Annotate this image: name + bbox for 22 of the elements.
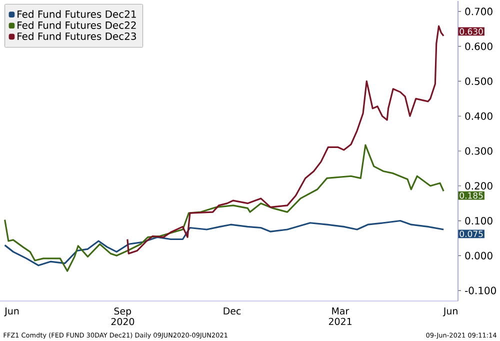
x-tick-label: Mar 2021 <box>328 308 352 326</box>
y-tick-label: -0.100 <box>465 286 496 294</box>
annotation: 0.185 <box>460 192 483 199</box>
legend-label: Fed Fund Futures Dec23 <box>18 32 136 40</box>
x-tick-label: Dec <box>224 308 241 315</box>
legend-label: Fed Fund Futures Dec22 <box>18 21 136 29</box>
annotation: 0.630 <box>460 28 483 35</box>
x-tick-label: Sep 2020 <box>111 308 134 326</box>
line-series <box>4 220 444 266</box>
y-tick-label: 0.600 <box>465 42 492 50</box>
legend-label: Fed Fund Futures Dec21 <box>18 10 136 18</box>
y-tick-label: 0.300 <box>465 147 492 155</box>
line-series <box>4 144 444 272</box>
x-tick-label: Jun <box>4 308 19 316</box>
x-tick-label: Jun <box>442 308 458 316</box>
annotation: 0.075 <box>460 230 483 238</box>
y-tick-label: 0.100 <box>465 216 492 225</box>
y-tick-label: 0.500 <box>465 77 492 85</box>
y-tick-label: 0.400 <box>465 112 492 120</box>
y-tick-label: 0.200 <box>465 182 492 190</box>
y-tick-label: 0.000 <box>465 252 492 260</box>
y-tick-label: 0.700 <box>465 8 492 16</box>
